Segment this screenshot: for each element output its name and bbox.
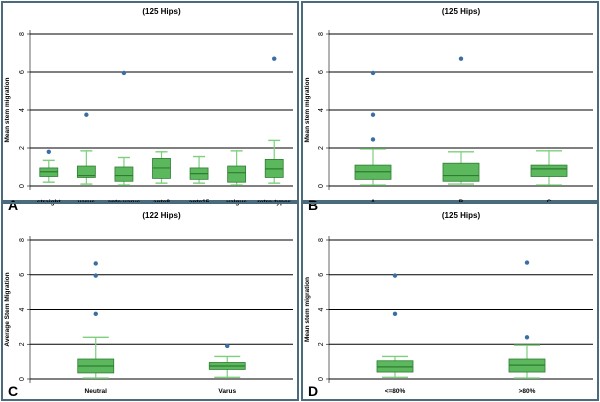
y-tick-label: 4 — [318, 108, 325, 112]
box-valgus — [227, 150, 247, 186]
outlier-point — [84, 112, 89, 117]
panel-title: (125 Hips) — [142, 7, 181, 16]
y-tick-label: 8 — [318, 238, 325, 242]
y-tick-label: 0 — [19, 184, 26, 188]
outlier-point — [524, 335, 530, 340]
y-tick-label: 6 — [19, 273, 26, 277]
box-retro-types — [264, 56, 284, 184]
box-varus — [76, 112, 96, 185]
y-axis-label: Average Stem Migration — [4, 272, 11, 346]
y-tick-label: 0 — [318, 377, 325, 381]
box-<=80% — [376, 273, 414, 378]
y-tick-label: 2 — [19, 146, 26, 150]
y-tick-label: 6 — [318, 70, 325, 74]
panel-letter: A — [8, 197, 18, 213]
category-label: >80% — [519, 388, 536, 395]
y-tick-label: 4 — [19, 307, 26, 311]
panel-title: (125 Hips) — [442, 211, 481, 220]
y-tick-label: 8 — [19, 238, 26, 242]
y-tick-label: 4 — [19, 108, 26, 112]
panel-frame — [1, 1, 299, 202]
box-A — [354, 70, 392, 186]
panel-frame — [301, 202, 599, 401]
panel-C: (122 Hips) Average Stem Migration 0 2 4 6 8 Neu… — [1, 202, 299, 401]
box-iqr — [114, 166, 134, 182]
outlier-point — [524, 260, 530, 265]
y-tick-label: 2 — [318, 146, 325, 150]
outlier-point — [93, 311, 98, 317]
box-ante-varus — [114, 70, 134, 186]
panel-letter: B — [308, 197, 318, 213]
outlier-point — [370, 112, 376, 117]
panel-title: (122 Hips) — [142, 211, 181, 220]
outlier-point — [392, 273, 398, 278]
panel-letter: D — [308, 383, 318, 399]
category-label: Neutral — [85, 388, 108, 395]
y-axis-label: Mean stem migration — [304, 77, 311, 142]
y-tick-label: 6 — [318, 273, 325, 277]
y-tick-label: 0 — [318, 184, 325, 188]
y-tick-label: 6 — [19, 70, 26, 74]
box-iqr — [530, 164, 568, 177]
y-tick-label: 2 — [318, 342, 325, 346]
panel-title: (125 Hips) — [442, 7, 481, 16]
y-tick-label: 4 — [318, 307, 325, 311]
outlier-point — [46, 149, 51, 154]
box->80% — [508, 260, 546, 379]
y-tick-label: 2 — [19, 342, 26, 346]
outlier-point — [370, 70, 376, 76]
box-Varus — [208, 343, 246, 378]
box-B — [442, 56, 480, 185]
box-ante15 — [189, 155, 209, 184]
box-Neutral — [77, 261, 115, 379]
box-straight — [39, 149, 59, 183]
y-tick-label: 8 — [19, 32, 26, 36]
outlier-point — [93, 273, 98, 278]
outlier-point — [272, 56, 277, 61]
outlier-point — [458, 56, 464, 61]
box-ante8 — [152, 151, 171, 184]
y-tick-label: 0 — [19, 377, 26, 381]
panel-letter: C — [8, 383, 18, 399]
outlier-point — [392, 311, 398, 317]
box-iqr — [76, 165, 96, 178]
box-C — [530, 150, 568, 186]
box-iqr — [442, 162, 480, 182]
panel-D: (125 Hips) Mean stem migration 0 2 4 6 8 <=80% >… — [301, 202, 599, 401]
box-iqr — [227, 165, 247, 183]
outlier-point — [121, 70, 127, 76]
y-axis-label: Mean stem migration — [304, 277, 311, 342]
outlier-point — [225, 343, 230, 349]
panel-frame — [301, 1, 599, 202]
outlier-point — [93, 261, 98, 266]
y-axis-label: Mean stem migration — [4, 77, 11, 142]
outlier-point — [370, 137, 376, 142]
panel-frame — [1, 202, 299, 401]
category-label: <=80% — [385, 388, 406, 395]
y-tick-label: 8 — [318, 32, 325, 36]
category-label: Varus — [218, 388, 236, 395]
